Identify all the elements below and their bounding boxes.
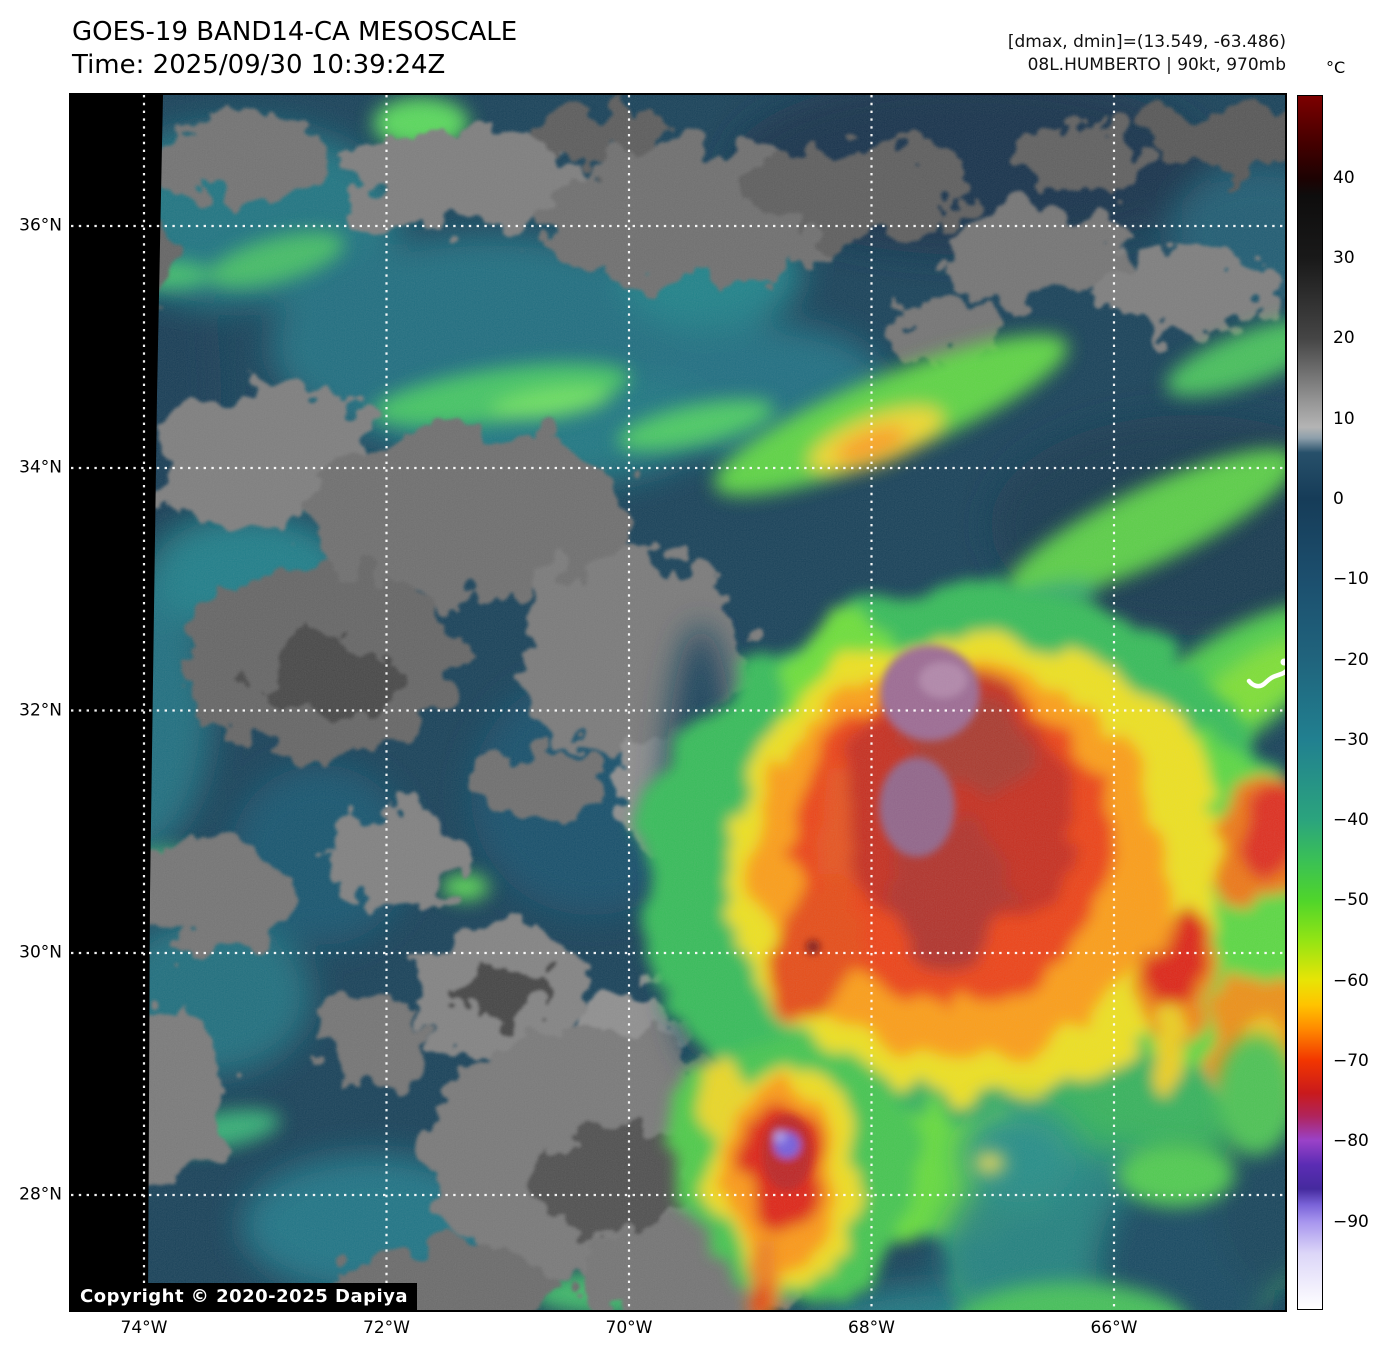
dmax-dmin-readout: [dmax, dmin]=(13.549, -63.486): [1007, 32, 1286, 52]
lon-tick-label: 66°W: [1090, 1318, 1138, 1338]
colorbar-tick-label: −60: [1333, 970, 1369, 991]
colorbar-tick-label: −90: [1333, 1211, 1369, 1232]
colorbar-tick-label: 10: [1333, 408, 1355, 429]
colorbar: [1297, 95, 1323, 1310]
colorbar-tick-label: 20: [1333, 328, 1355, 349]
lon-tick-label: 72°W: [363, 1318, 410, 1338]
sensor-grain-overlay: [71, 95, 1285, 1310]
lat-tick-label: 32°N: [19, 700, 62, 721]
bermuda-coastline-icon: [1246, 658, 1285, 689]
lon-tick-label: 68°W: [848, 1318, 895, 1338]
colorbar-tick-label: −20: [1333, 649, 1369, 670]
colorbar-tick-label: 0: [1333, 488, 1344, 509]
colorbar-tick-label: −80: [1333, 1131, 1369, 1152]
satellite-imagery: [71, 95, 1285, 1310]
lat-tick-label: 30°N: [19, 942, 62, 963]
colorbar-tick-label: −50: [1333, 890, 1369, 911]
copyright-label: Copyright © 2020-2025 Dapiya: [71, 1283, 418, 1310]
colorbar-unit-label: °C: [1326, 58, 1346, 77]
colorbar-tick-label: −70: [1333, 1051, 1369, 1072]
lat-tick-label: 36°N: [19, 215, 62, 236]
lon-tick-label: 74°W: [120, 1318, 168, 1338]
lat-tick-label: 34°N: [19, 457, 62, 478]
satellite-map: [71, 95, 1285, 1310]
no-data-strip: [71, 95, 163, 1310]
colorbar-tick-label: 30: [1333, 248, 1355, 269]
colorbar-tick-label: 40: [1333, 167, 1355, 188]
colorbar-tick-label: −40: [1333, 810, 1369, 831]
lon-tick-label: 70°W: [605, 1318, 653, 1338]
colorbar-tick-label: −10: [1333, 569, 1369, 590]
stats-block: [dmax, dmin]=(13.549, -63.486) 08L.HUMBE…: [1008, 31, 1286, 77]
lat-tick-label: 28°N: [19, 1184, 62, 1205]
plot-title: GOES-19 BAND14-CA MESOSCALE: [72, 17, 518, 47]
title-block: GOES-19 BAND14-CA MESOSCALE Time: 2025/0…: [72, 16, 517, 82]
colorbar-tick-label: −30: [1333, 729, 1369, 750]
plot-time-subtitle: Time: 2025/09/30 10:39:24Z: [72, 50, 446, 80]
storm-info-readout: 08L.HUMBERTO | 90kt, 970mb: [1027, 55, 1286, 75]
